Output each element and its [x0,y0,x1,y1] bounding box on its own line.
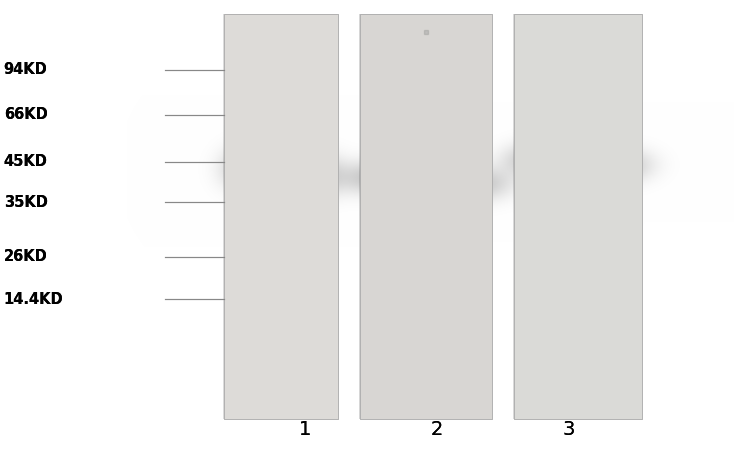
Bar [514,14,642,418]
Text: 2: 2 [431,420,443,439]
Text: 1: 1 [299,420,310,439]
Text: 3: 3 [563,420,575,439]
Text: 94KD: 94KD [4,62,48,77]
Text: 3: 3 [563,420,575,439]
Text: 66KD: 66KD [4,107,48,122]
Text: 45KD: 45KD [4,154,48,170]
Text: 35KD: 35KD [4,195,48,210]
Text: 94KD: 94KD [4,62,48,77]
Text: 1: 1 [299,420,310,439]
Bar [514,14,642,418]
Text: 45KD: 45KD [4,154,48,170]
Text: 35KD: 35KD [4,195,48,210]
Bar [224,14,338,418]
Bar [360,14,492,418]
Text: 14.4KD: 14.4KD [4,292,63,307]
Text: 2: 2 [431,420,443,439]
Text: 26KD: 26KD [4,249,48,264]
Bar [360,14,492,418]
Text: 26KD: 26KD [4,249,48,264]
Text: 66KD: 66KD [4,107,48,122]
Text: 14.4KD: 14.4KD [4,292,63,307]
Bar [224,14,338,418]
